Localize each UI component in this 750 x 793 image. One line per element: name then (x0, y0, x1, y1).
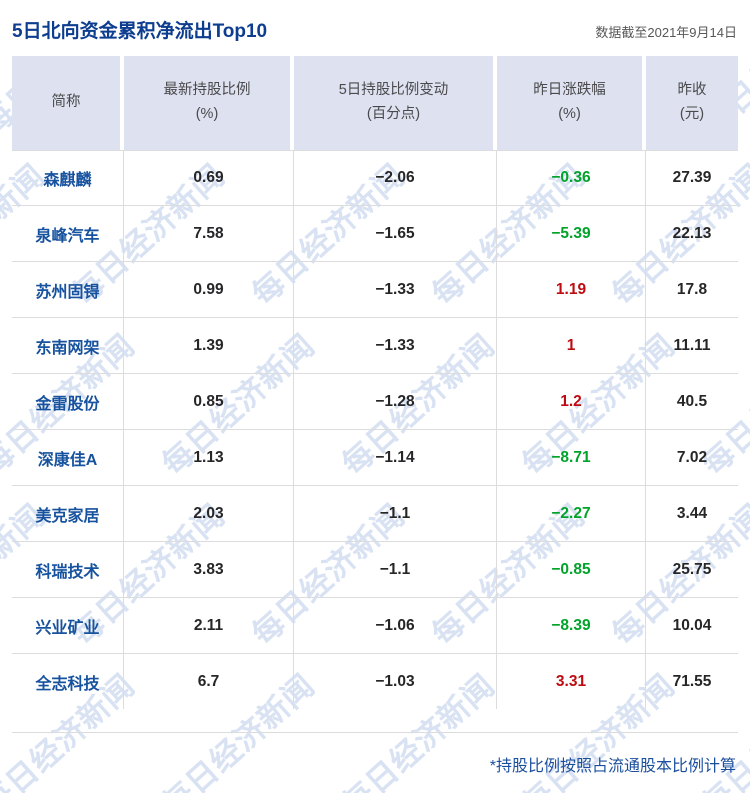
cell-stock-name: 深康佳A (12, 430, 124, 486)
column-header-prev-change-label: 昨日涨跌幅 (533, 82, 606, 99)
cell-holding-pct: 0.99 (124, 262, 294, 318)
cell-holding-pct: 2.11 (124, 598, 294, 654)
cell-change-5d: −1.03 (294, 654, 497, 709)
cell-holding-pct: 7.58 (124, 206, 294, 262)
cell-holding-pct: 0.69 (124, 150, 294, 206)
table-row: 苏州固锝 0.99 −1.33 1.19 17.8 (12, 262, 738, 318)
table-row: 全志科技 6.7 −1.03 3.31 71.55 (12, 654, 738, 709)
cell-prev-change: −2.27 (497, 486, 646, 542)
table-row: 东南网架 1.39 −1.33 1 11.11 (12, 318, 738, 374)
page-header: 5日北向资金累积净流出Top10 数据截至2021年9月14日 (0, 0, 750, 56)
data-as-of-label: 数据截至2021年9月14日 (595, 25, 737, 40)
northbound-capital-outflow-table: 简称 最新持股比例 (%) 5日持股比例变动 (百分点) 昨日涨跌幅 (%) 昨… (12, 56, 738, 709)
cell-holding-pct: 0.85 (124, 374, 294, 430)
table-row: 美克家居 2.03 −1.1 −2.27 3.44 (12, 486, 738, 542)
cell-holding-pct: 3.83 (124, 542, 294, 598)
cell-stock-name: 东南网架 (12, 318, 124, 374)
column-header-holding-pct-unit: (%) (195, 106, 219, 122)
cell-stock-name: 苏州固锝 (12, 262, 124, 318)
cell-stock-name: 科瑞技术 (12, 542, 124, 598)
table-row: 泉峰汽车 7.58 −1.65 −5.39 22.13 (12, 206, 738, 262)
table-header: 简称 最新持股比例 (%) 5日持股比例变动 (百分点) 昨日涨跌幅 (%) 昨… (12, 56, 738, 150)
cell-stock-name: 兴业矿业 (12, 598, 124, 654)
cell-prev-change: 1.2 (497, 374, 646, 430)
column-header-name: 简称 (12, 56, 124, 150)
column-header-prev-close-unit: (元) (679, 106, 705, 122)
cell-prev-change: −8.39 (497, 598, 646, 654)
cell-change-5d: −1.1 (294, 486, 497, 542)
cell-change-5d: −1.14 (294, 430, 497, 486)
table-row: 金雷股份 0.85 −1.28 1.2 40.5 (12, 374, 738, 430)
cell-prev-change: 1 (497, 318, 646, 374)
cell-change-5d: −1.33 (294, 262, 497, 318)
column-header-change-5d-unit: (百分点) (366, 106, 421, 122)
page-title: 5日北向资金累积净流出Top10 (12, 21, 268, 42)
table-row: 森麒麟 0.69 −2.06 −0.36 27.39 (12, 150, 738, 206)
cell-prev-close: 40.5 (646, 374, 738, 430)
cell-holding-pct: 2.03 (124, 486, 294, 542)
cell-prev-change: −0.36 (497, 150, 646, 206)
footnote: *持股比例按照占流通股本比例计算 (489, 758, 736, 775)
cell-holding-pct: 1.13 (124, 430, 294, 486)
cell-stock-name: 金雷股份 (12, 374, 124, 430)
column-header-holding-pct: 最新持股比例 (%) (124, 56, 294, 150)
table-row: 兴业矿业 2.11 −1.06 −8.39 10.04 (12, 598, 738, 654)
cell-change-5d: −1.33 (294, 318, 497, 374)
cell-stock-name: 全志科技 (12, 654, 124, 709)
table-row: 科瑞技术 3.83 −1.1 −0.85 25.75 (12, 542, 738, 598)
cell-prev-change: −8.71 (497, 430, 646, 486)
cell-stock-name: 森麒麟 (12, 150, 124, 206)
cell-stock-name: 泉峰汽车 (12, 206, 124, 262)
column-header-name-label: 简称 (51, 94, 81, 111)
cell-prev-close: 11.11 (646, 318, 738, 374)
cell-stock-name: 美克家居 (12, 486, 124, 542)
table-body: 森麒麟 0.69 −2.06 −0.36 27.39 泉峰汽车 7.58 −1.65 −5.39… (12, 150, 738, 709)
cell-prev-close: 10.04 (646, 598, 738, 654)
cell-change-5d: −1.1 (294, 542, 497, 598)
cell-prev-close: 71.55 (672, 672, 712, 690)
column-header-change-5d: 5日持股比例变动 (百分点) (294, 56, 497, 150)
cell-prev-close: 27.39 (646, 150, 738, 206)
column-header-prev-change-unit: (%) (558, 106, 581, 122)
cell-change-5d: −1.65 (294, 206, 497, 262)
cell-change-5d: −1.28 (294, 374, 497, 430)
cell-change-5d: −1.06 (294, 598, 497, 654)
cell-change-5d: −2.06 (294, 150, 497, 206)
cell-prev-close: 25.75 (646, 542, 738, 598)
column-header-prev-change: 昨日涨跌幅 (%) (497, 56, 646, 150)
cell-prev-change: 1.19 (497, 262, 646, 318)
cell-prev-close: 3.44 (646, 486, 738, 542)
column-header-prev-close-label: 昨收 (677, 82, 707, 99)
cell-prev-close: 7.02 (646, 430, 738, 486)
column-header-holding-pct-label: 最新持股比例 (163, 82, 251, 99)
table-row: 深康佳A 1.13 −1.14 −8.71 7.02 (12, 430, 738, 486)
cell-prev-change: 3.31 (497, 654, 646, 709)
cell-holding-pct: 6.7 (124, 654, 294, 709)
column-header-change-5d-label: 5日持股比例变动 (338, 82, 449, 99)
cell-prev-close: 17.8 (646, 262, 738, 318)
cell-prev-change: −5.39 (497, 206, 646, 262)
table-header-row: 简称 最新持股比例 (%) 5日持股比例变动 (百分点) 昨日涨跌幅 (%) 昨… (12, 56, 738, 150)
cell-holding-pct: 1.39 (124, 318, 294, 374)
cell-prev-close: 22.13 (646, 206, 738, 262)
column-header-prev-close: 昨收 (元) (646, 56, 738, 150)
cell-prev-change: −0.85 (497, 542, 646, 598)
